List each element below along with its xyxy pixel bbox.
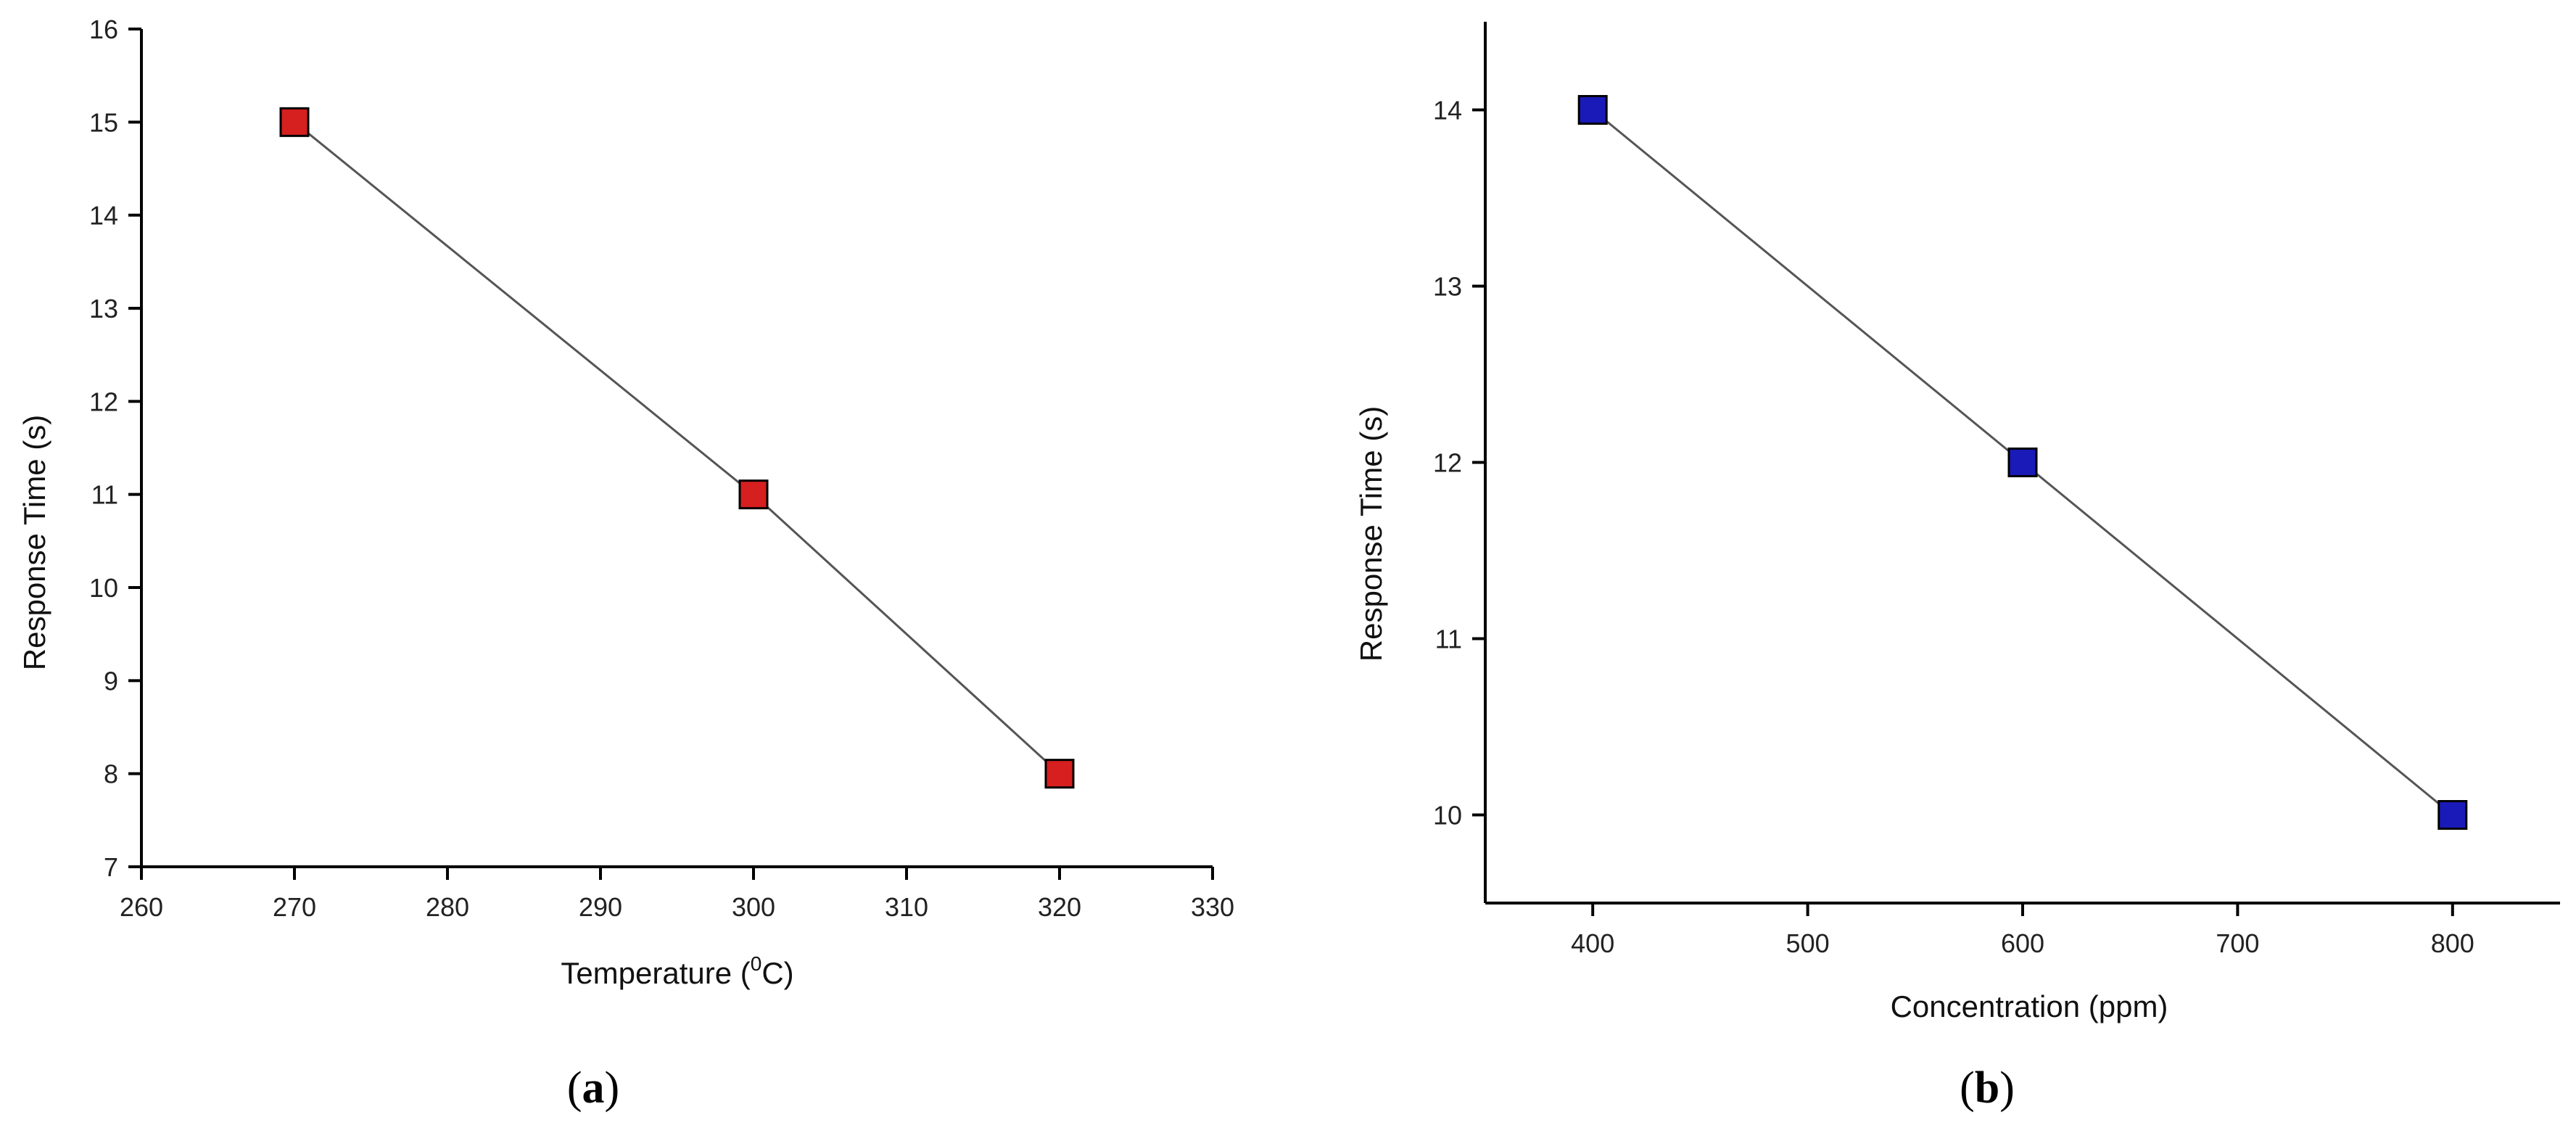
chart-a-y-tick-label: 7 [104, 852, 118, 882]
chart-a-panel-label: (a) [567, 1063, 619, 1113]
chart-a-series-line [294, 121, 1061, 775]
chart-a-x-tick-label: 310 [885, 892, 928, 922]
chart-a-y-tick-label: 12 [89, 387, 118, 416]
chart-b-x-tick-label: 600 [2001, 928, 2044, 958]
chart-a-x-tick-label: 320 [1038, 892, 1081, 922]
chart-a-data-point [1044, 759, 1075, 789]
chart-a-x-tick-label: 290 [579, 892, 622, 922]
chart-b-x-tick-label: 400 [1571, 928, 1614, 958]
chart-a-data-point [738, 479, 769, 510]
chart-a-y-tick-label: 10 [89, 573, 118, 603]
chart-a-x-tick-label: 260 [120, 892, 163, 922]
chart-b-y-axis-title: Response Time (s) [1354, 406, 1388, 662]
chart-b-y-tick-label: 14 [1433, 96, 1462, 125]
chart-a-x-tick-label: 280 [426, 892, 469, 922]
chart-b-series [1577, 95, 2468, 830]
chart-a-panel-letter: a [582, 1063, 605, 1113]
chart-a-axes [140, 29, 1213, 868]
chart-a-y-axis-title: Response Time (s) [17, 415, 51, 670]
chart-b-x-tick-label: 500 [1786, 928, 1830, 958]
chart-a-y-tick-label: 8 [104, 759, 118, 789]
chart-a-y-tick-label: 11 [91, 480, 118, 510]
chart-a-x-tick-label: 300 [732, 892, 775, 922]
chart-b-x-tick-label: 700 [2216, 928, 2259, 958]
chart-panel-a: 260 270 280 290 300 310 320 330 7 8 9 10 11 12 13 14 15 1… [17, 15, 1234, 1113]
chart-b-y-tick-label: 11 [1435, 625, 1462, 654]
chart-a-x-axis-title: Temperature (0C) [561, 952, 793, 990]
chart-a-x-axis-title-text: Temperature ( [561, 956, 750, 990]
chart-b-data-point [2437, 800, 2468, 830]
chart-a-y-tick-label: 13 [89, 294, 118, 324]
chart-b-panel-label: (b) [1960, 1063, 2015, 1113]
chart-b-data-point [2007, 448, 2038, 477]
chart-a-y-tick-label: 16 [89, 15, 118, 44]
chart-a-y-tick-label: 15 [89, 107, 118, 137]
chart-panel-b: 400 500 600 700 800 10 11 12 13 14 Response Time … [1354, 22, 2560, 1113]
chart-a-y-tick-label: 14 [89, 201, 118, 231]
chart-a-ticks: 260 270 280 290 300 310 320 330 7 8 9 10 11 12 13 14 15 1… [89, 15, 1234, 922]
chart-b-x-axis-title: Concentration (ppm) [1891, 989, 2168, 1023]
chart-b-y-tick-label: 12 [1433, 448, 1462, 478]
chart-a-data-point [279, 107, 310, 137]
chart-b-ticks: 400 500 600 700 800 10 11 12 13 14 [1433, 96, 2474, 959]
chart-b-y-tick-label: 10 [1433, 801, 1462, 831]
chart-a-x-tick-label: 330 [1191, 892, 1234, 922]
chart-b-x-tick-label: 800 [2431, 928, 2474, 958]
chart-b-panel-letter: b [1975, 1063, 1999, 1113]
chart-a-x-axis-title-sup: 0 [751, 952, 762, 975]
chart-a-x-axis-title-tail: C) [761, 956, 793, 990]
chart-a-y-tick-label: 9 [104, 666, 118, 696]
chart-b-data-point [1577, 95, 1608, 125]
chart-b-y-tick-label: 13 [1433, 272, 1462, 302]
chart-a-series [279, 107, 1075, 789]
chart-a-x-tick-label: 270 [273, 892, 316, 922]
